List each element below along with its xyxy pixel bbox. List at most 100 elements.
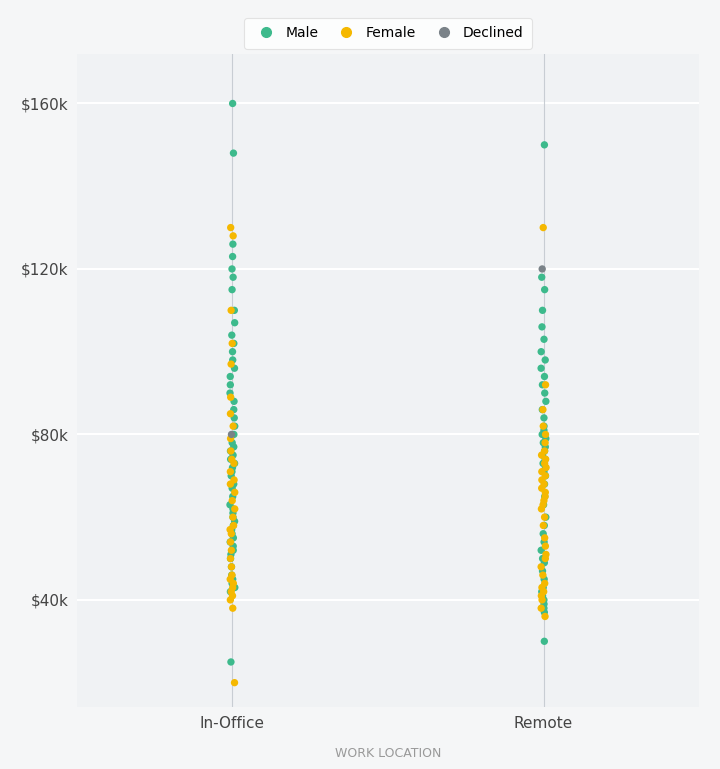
Point xyxy=(225,656,237,668)
Point xyxy=(225,548,237,561)
Point xyxy=(539,444,550,457)
Point xyxy=(536,474,548,486)
Point xyxy=(228,474,240,486)
Point xyxy=(539,552,551,564)
Point xyxy=(225,221,236,234)
Point xyxy=(539,453,551,465)
Point xyxy=(228,519,239,531)
Point xyxy=(225,478,236,490)
Point xyxy=(227,573,238,585)
Point xyxy=(227,98,238,110)
Point xyxy=(226,524,238,536)
Point xyxy=(227,461,238,474)
Point xyxy=(228,503,239,515)
Point xyxy=(536,263,548,275)
Point xyxy=(539,540,551,552)
Legend: Male, Female, Declined: Male, Female, Declined xyxy=(244,18,532,48)
Point xyxy=(226,465,238,478)
Point xyxy=(537,552,549,564)
Point xyxy=(539,536,550,548)
Point xyxy=(228,305,240,317)
Point xyxy=(536,465,548,478)
Point xyxy=(225,536,236,548)
Point xyxy=(228,395,240,408)
Point xyxy=(225,378,236,391)
Point xyxy=(537,458,549,470)
Point xyxy=(540,461,552,474)
Point xyxy=(537,221,549,234)
Point xyxy=(537,564,549,577)
Point xyxy=(539,519,550,531)
Point xyxy=(540,470,552,482)
Point xyxy=(225,536,236,548)
Point xyxy=(229,420,240,432)
Point xyxy=(538,602,549,614)
Point xyxy=(539,354,551,366)
Point xyxy=(229,317,240,329)
Point xyxy=(536,362,547,375)
Point xyxy=(540,378,552,391)
Point xyxy=(536,345,547,358)
Point xyxy=(229,581,240,594)
Point xyxy=(540,428,552,441)
Point xyxy=(539,511,550,524)
Point xyxy=(229,362,240,375)
Point xyxy=(227,491,238,503)
Point xyxy=(226,528,238,540)
Point xyxy=(227,251,238,263)
Point xyxy=(226,284,238,296)
Point xyxy=(225,573,236,585)
Point xyxy=(536,428,548,441)
Point xyxy=(536,561,547,573)
Point xyxy=(228,458,240,470)
Point xyxy=(539,478,550,490)
Point xyxy=(539,611,551,623)
Point xyxy=(225,561,237,573)
Point xyxy=(540,548,552,561)
Point xyxy=(225,371,236,383)
Point xyxy=(539,387,551,399)
Point xyxy=(536,449,547,461)
Point xyxy=(538,585,549,598)
Point xyxy=(227,345,238,358)
Point xyxy=(225,561,237,573)
Point xyxy=(540,432,552,444)
Point xyxy=(228,511,239,524)
Point xyxy=(225,432,236,444)
Point xyxy=(540,453,552,465)
Point xyxy=(536,594,548,606)
Point xyxy=(225,358,237,370)
Point xyxy=(224,387,235,399)
Point xyxy=(540,395,552,408)
Point xyxy=(536,581,548,594)
Point xyxy=(536,404,548,416)
Point xyxy=(538,420,549,432)
Point xyxy=(228,147,239,159)
Point xyxy=(229,503,240,515)
Point xyxy=(225,305,237,317)
Point xyxy=(225,408,236,420)
Point xyxy=(227,581,238,594)
Point xyxy=(539,557,550,569)
Point xyxy=(539,437,551,449)
Point xyxy=(226,569,238,581)
Point xyxy=(225,391,236,404)
Point xyxy=(538,437,549,449)
Point xyxy=(539,606,550,618)
Point xyxy=(536,271,547,284)
Point xyxy=(539,598,550,611)
Point xyxy=(227,354,238,366)
Point xyxy=(226,263,238,275)
Point xyxy=(227,511,238,524)
Point xyxy=(539,478,550,490)
Point xyxy=(538,519,549,531)
Point xyxy=(539,458,550,470)
Point xyxy=(537,498,549,511)
Point xyxy=(228,338,240,350)
Point xyxy=(229,458,240,470)
Point xyxy=(539,420,550,432)
Point xyxy=(225,585,237,598)
Point xyxy=(228,420,239,432)
Point xyxy=(537,590,549,602)
Point xyxy=(228,507,239,519)
